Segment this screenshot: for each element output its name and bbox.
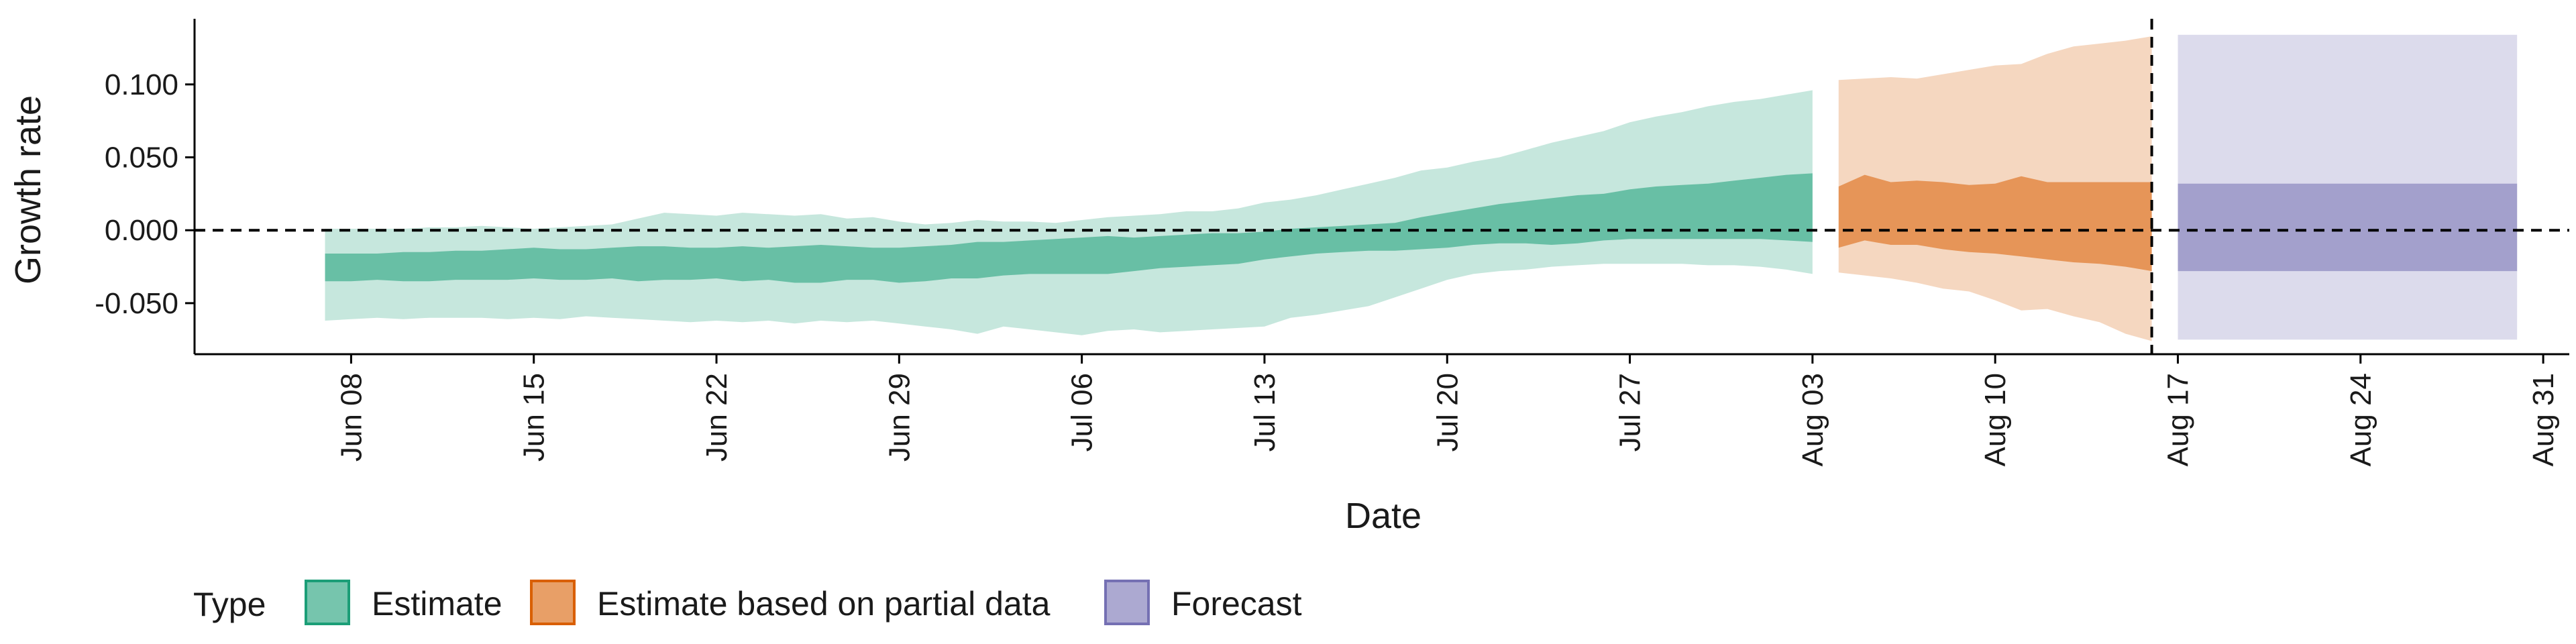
x-tick-label: Jun 15	[518, 373, 551, 462]
band-50-forecast	[2178, 183, 2518, 272]
x-tick-label: Jul 27	[1614, 373, 1647, 451]
legend-label-forecast: Forecast	[1171, 585, 1302, 623]
x-tick-label: Aug 10	[1979, 373, 2012, 466]
legend-swatch-forecast	[1104, 580, 1150, 625]
x-tick-label: Jul 13	[1248, 373, 1281, 451]
x-tick-label: Jun 29	[883, 373, 916, 462]
axes: -0.050 0.000 0.050 0.100 Jun 08 Jun 15 Jun 22 J…	[95, 19, 2569, 466]
y-tick-label: 0.050	[105, 142, 178, 174]
y-tick-label: 0.100	[105, 68, 178, 101]
band-layer	[325, 34, 2518, 341]
x-tick-label: Jul 06	[1066, 373, 1099, 451]
x-tick-label: Aug 31	[2527, 373, 2560, 466]
x-tick-label: Aug 24	[2345, 373, 2377, 466]
reference-lines	[195, 19, 2569, 354]
legend-title: Type	[193, 586, 266, 623]
y-tick-label: 0.000	[105, 214, 178, 247]
x-axis-title: Date	[1345, 496, 1421, 536]
y-tick-label: -0.050	[95, 287, 178, 320]
legend-entries: Estimate Estimate based on partial data Fo…	[305, 580, 1302, 625]
x-tick-label: Jun 08	[335, 373, 368, 462]
x-tick-label: Aug 17	[2162, 373, 2195, 466]
legend-label-estimate: Estimate	[372, 585, 502, 623]
x-tick-label: Jun 22	[700, 373, 733, 462]
x-tick-label: Jul 20	[1431, 373, 1464, 451]
band-50-estimate-based-on-partial-data	[1838, 174, 2152, 272]
band-50-estimate	[325, 173, 1813, 283]
legend-swatch-estimate	[305, 580, 350, 625]
legend-swatch-estimate-based-on-partial-data	[530, 580, 576, 625]
legend: Type Estimate Estimate based on partial d…	[193, 580, 1302, 625]
x-tick-label: Aug 03	[1796, 373, 1829, 466]
legend-label-estimate-based-on-partial-data: Estimate based on partial data	[597, 585, 1051, 623]
y-axis-title: Growth rate	[8, 95, 48, 284]
